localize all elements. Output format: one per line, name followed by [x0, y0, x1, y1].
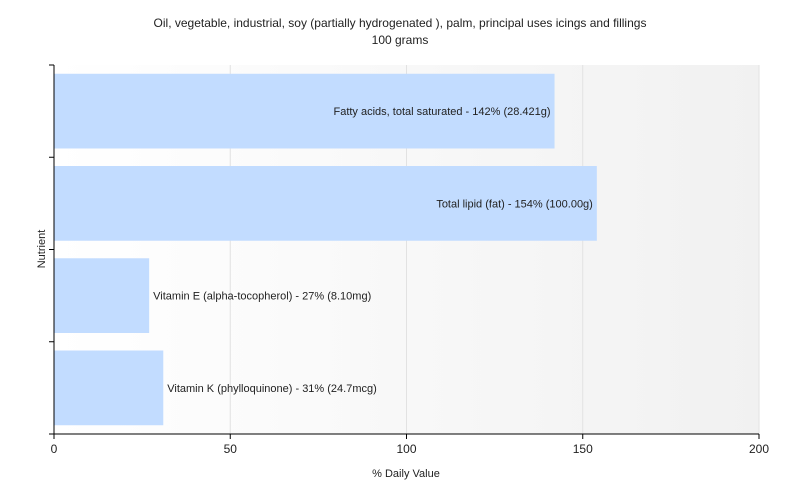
bar-label: Vitamin K (phylloquinone) - 31% (24.7mcg… — [167, 383, 377, 395]
y-axis-label: Nutrient — [36, 230, 48, 269]
x-tick-label: 150 — [573, 442, 593, 456]
chart-subtitle: 100 grams — [372, 33, 429, 47]
bar-label: Total lipid (fat) - 154% (100.00g) — [436, 198, 593, 210]
x-tick-label: 0 — [51, 442, 58, 456]
bars: Fatty acids, total saturated - 142% (28.… — [54, 73, 597, 426]
bar — [54, 350, 164, 426]
bar — [54, 258, 150, 333]
axes: 0 50 100 150 200 — [49, 64, 769, 456]
bar — [54, 73, 555, 149]
x-tick-label: 100 — [396, 442, 416, 456]
x-tick-label: 50 — [224, 442, 238, 456]
chart-title: Oil, vegetable, industrial, soy (partial… — [154, 16, 647, 30]
bar — [54, 166, 597, 241]
x-axis-label: % Daily Value — [372, 468, 440, 480]
bar-label: Vitamin E (alpha-tocopherol) - 27% (8.10… — [153, 291, 371, 303]
x-tick-label: 200 — [749, 442, 769, 456]
bar-label: Fatty acids, total saturated - 142% (28.… — [333, 106, 550, 118]
